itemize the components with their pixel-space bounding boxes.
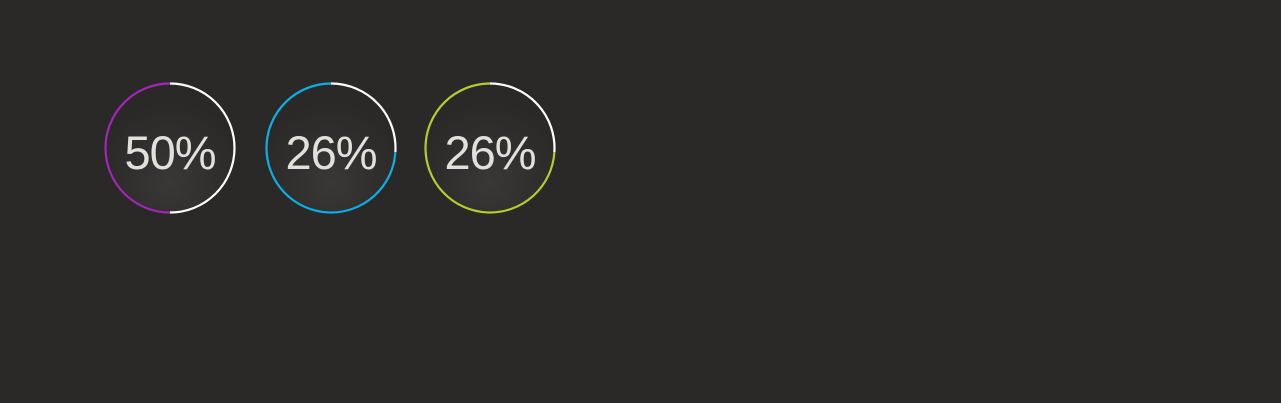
- gauge-ring-remaining: [169, 82, 236, 214]
- gauge-face: [427, 85, 553, 211]
- gauge-ring: [265, 82, 397, 214]
- gauge-ring-progress: [265, 82, 397, 214]
- progress-gauge-1: 50%: [104, 82, 236, 214]
- progress-gauge-2: 26%: [265, 82, 397, 214]
- gauge-face: [268, 85, 394, 211]
- gauge-percent-label: 26%: [285, 125, 377, 179]
- gauge-face: [107, 85, 233, 211]
- gauge-percent-label: 26%: [444, 125, 536, 179]
- gauge-ring: [104, 82, 236, 214]
- gauge-percent-label: 50%: [124, 125, 216, 179]
- gauge-ring-remaining: [489, 82, 556, 153]
- gauge-ring-progress: [104, 82, 171, 214]
- progress-gauge-3: 26%: [424, 82, 556, 214]
- gauge-ring-progress: [424, 82, 556, 214]
- gauge-ring: [424, 82, 556, 214]
- gauge-ring-remaining: [330, 82, 397, 153]
